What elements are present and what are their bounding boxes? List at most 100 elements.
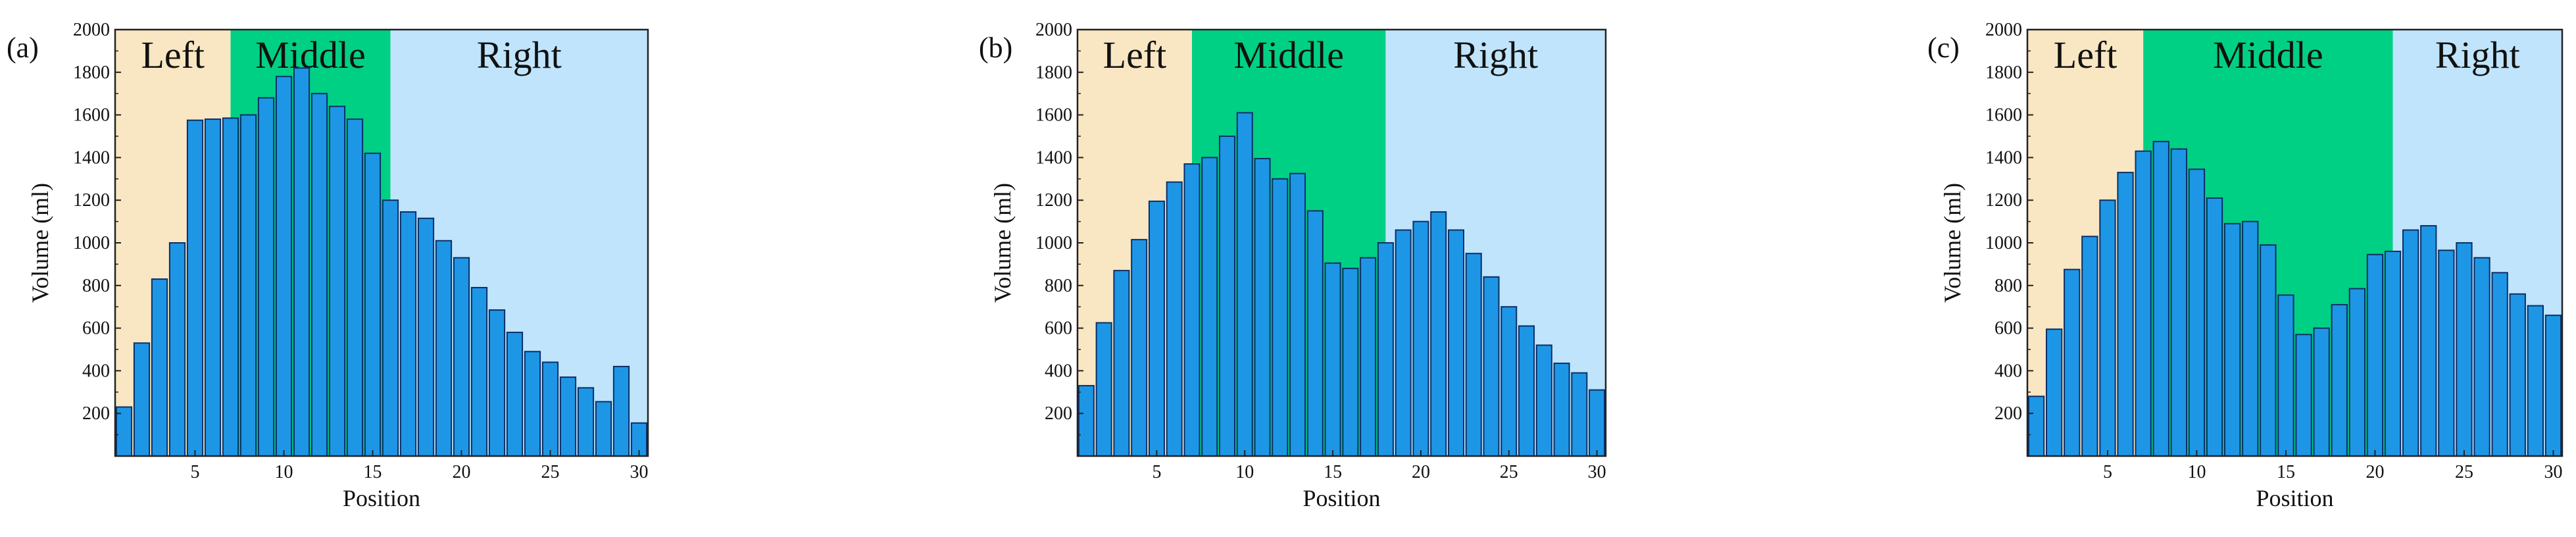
y-axis-title: Volume (ml) [27, 183, 53, 303]
bar [1412, 220, 1429, 457]
y-tick-label: 800 [1994, 276, 2022, 296]
bar [364, 152, 382, 457]
y-tick-label: 200 [82, 403, 110, 424]
bar [1254, 158, 1271, 457]
bar [2420, 225, 2437, 457]
bar [151, 278, 168, 457]
bar [2242, 220, 2259, 457]
bar [2473, 257, 2490, 457]
bar [1272, 178, 1289, 457]
bar [204, 118, 222, 457]
bar [541, 361, 559, 457]
panel-label: (b) [979, 32, 1012, 64]
bar [1430, 211, 1447, 457]
region-left-label: Left [1103, 34, 1167, 76]
y-tick-label: 2000 [1985, 20, 2022, 40]
y-tick-label: 1200 [73, 190, 110, 211]
x-axis-title: Position [1302, 485, 1380, 511]
bar [1483, 276, 1500, 457]
bar [2331, 303, 2348, 457]
y-tick-label: 800 [82, 276, 110, 296]
chart-panel-3: Left Middle Right 200 400 600 800 1000 1200 1400 1… [1927, 20, 2564, 511]
bar [2099, 199, 2116, 457]
chart-panel-1: Left Middle Right 200 400 600 800 1000 1200 1400 1… [7, 20, 649, 511]
bar [1377, 242, 1394, 457]
y-tick-label: 1400 [1985, 147, 2022, 168]
y-tick-label: 1200 [1035, 190, 1072, 211]
y-tick-label: 2000 [73, 20, 110, 40]
x-tick-label: 10 [275, 462, 293, 482]
y-tick-label: 1400 [73, 147, 110, 168]
region-left-label: Left [2054, 34, 2118, 76]
bar [2260, 244, 2277, 457]
bar [346, 118, 364, 457]
bar [595, 401, 612, 457]
bar [399, 211, 417, 457]
bar [293, 67, 310, 457]
y-axis-title: Volume (ml) [1939, 183, 1966, 303]
y-tick-label: 400 [1045, 361, 1072, 381]
y-tick-label: 1800 [1035, 63, 1072, 83]
x-tick-label: 10 [1235, 462, 1254, 482]
bar [2527, 305, 2544, 457]
bar [506, 332, 524, 457]
bar [453, 257, 470, 457]
bar [275, 76, 293, 457]
bar [488, 309, 506, 457]
x-axis-title: Position [343, 485, 420, 511]
x-tick-label: 20 [453, 462, 471, 482]
y-tick-label: 1000 [1035, 233, 1072, 253]
bar [559, 376, 577, 457]
y-tick-label: 1000 [73, 233, 110, 253]
bar [1500, 306, 1518, 457]
bar [1148, 200, 1165, 457]
bar [2206, 197, 2223, 457]
bar [1166, 181, 1183, 457]
y-tick-label: 800 [1045, 276, 1072, 296]
y-tick-label: 200 [1994, 403, 2022, 424]
x-tick-label: 25 [541, 462, 560, 482]
bar [239, 114, 257, 457]
bar [2117, 172, 2134, 457]
bar [1447, 229, 1464, 457]
y-tick-label: 2000 [1035, 20, 1072, 40]
region-middle-label: Middle [1233, 34, 1344, 76]
x-tick-label: 20 [1412, 462, 1430, 482]
bar [612, 365, 630, 457]
bar [2313, 327, 2330, 457]
y-tick-label: 400 [82, 361, 110, 381]
bar [2170, 148, 2188, 457]
bar [2295, 334, 2312, 457]
bar [1553, 363, 1570, 457]
bar [2402, 229, 2419, 457]
x-tick-label: 25 [1500, 462, 1518, 482]
bar [133, 342, 151, 457]
bar [1183, 163, 1201, 457]
bar [524, 351, 541, 457]
bar [1289, 172, 1306, 457]
bar [2081, 236, 2098, 457]
region-middle-band [230, 30, 391, 456]
region-right-label: Right [477, 34, 562, 76]
bar [115, 406, 133, 457]
bar [186, 119, 204, 457]
bar [435, 240, 453, 457]
y-tick-label: 1600 [73, 105, 110, 126]
bar [2027, 396, 2045, 457]
y-tick-label: 600 [82, 319, 110, 339]
bar [2491, 272, 2508, 457]
y-axis-title: Volume (ml) [989, 183, 1016, 303]
region-middle-label: Middle [2213, 34, 2323, 76]
region-right-label: Right [1453, 34, 1538, 76]
bar [417, 217, 435, 457]
bar [2456, 242, 2473, 457]
x-tick-label: 30 [2544, 462, 2562, 482]
region-right-label: Right [2435, 34, 2520, 76]
bar [1201, 157, 1218, 457]
x-tick-label: 25 [2455, 462, 2473, 482]
bar [1131, 239, 1148, 457]
bar [1465, 253, 1482, 457]
y-tick-label: 1600 [1985, 105, 2022, 126]
x-axis-title: Position [2256, 485, 2333, 511]
